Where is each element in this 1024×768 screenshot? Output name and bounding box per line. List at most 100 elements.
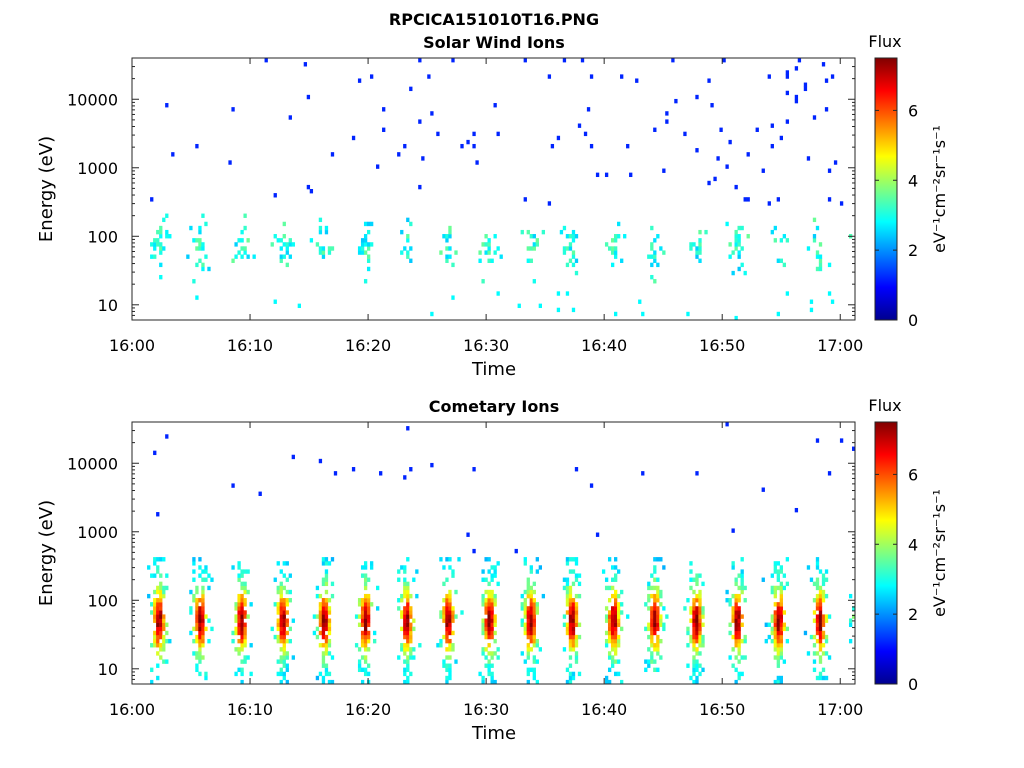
- heatmap-cell: [318, 618, 323, 623]
- heatmap-cell: [409, 258, 413, 263]
- heatmap-cell: [204, 626, 208, 632]
- heatmap-cell: [159, 242, 163, 247]
- heatmap-cell: [240, 647, 244, 652]
- heatmap-cell: [240, 229, 244, 235]
- heatmap-cell: [773, 679, 777, 685]
- heatmap-cell: [818, 242, 823, 247]
- heatmap-cell: [698, 250, 702, 255]
- heatmap-cell: [204, 254, 208, 259]
- heatmap-cell: [734, 606, 738, 611]
- heatmap-cell: [689, 577, 693, 582]
- heatmap-cell: [686, 311, 690, 317]
- heatmap-cell: [243, 589, 247, 595]
- heatmap-cell: [192, 651, 196, 656]
- heatmap-cell: [204, 577, 208, 582]
- heatmap-cell: [614, 671, 618, 677]
- heatmap-cell: [406, 675, 410, 681]
- heatmap-cell: [403, 610, 407, 615]
- heatmap-cell: [656, 585, 660, 591]
- heatmap-cell: [650, 618, 654, 623]
- heatmap-cell: [201, 262, 205, 268]
- x-tick-label: 16:00: [109, 700, 155, 719]
- heatmap-cell: [526, 581, 530, 587]
- heatmap-cell: [610, 655, 615, 660]
- heatmap-cell: [357, 614, 362, 619]
- heatmap-cell: [604, 675, 609, 681]
- heatmap-cell: [156, 598, 160, 603]
- heatmap-cell: [409, 593, 413, 599]
- heatmap-cell: [192, 577, 196, 582]
- heatmap-cell: [403, 671, 407, 677]
- heatmap-cell: [412, 618, 416, 623]
- heatmap-cell: [366, 671, 371, 677]
- heatmap-cell: [695, 622, 699, 627]
- heatmap-cell: [291, 454, 295, 460]
- heatmap-cell: [571, 643, 576, 648]
- heatmap-cell: [252, 254, 256, 259]
- heatmap-cell: [369, 602, 374, 607]
- heatmap-cell: [523, 58, 527, 63]
- heatmap-cell: [815, 565, 820, 570]
- heatmap-cell: [532, 675, 536, 681]
- heatmap-cell: [662, 168, 666, 173]
- heatmap-cell: [234, 242, 238, 247]
- heatmap-cell: [526, 622, 530, 627]
- heatmap-cell: [514, 548, 518, 554]
- heatmap-cell: [568, 598, 573, 603]
- heatmap-cell: [737, 643, 741, 648]
- heatmap-cell: [445, 679, 449, 685]
- heatmap-cell: [737, 622, 741, 627]
- heatmap-cell: [824, 78, 829, 83]
- heatmap-cell: [827, 614, 832, 619]
- heatmap-cell: [421, 156, 425, 161]
- heatmap-cell: [595, 532, 600, 537]
- heatmap-cell: [656, 651, 660, 656]
- heatmap-cell: [321, 618, 326, 623]
- heatmap-cell: [571, 606, 576, 611]
- heatmap-cell: [812, 651, 817, 656]
- heatmap-cell: [282, 242, 286, 247]
- heatmap-cell: [526, 618, 530, 623]
- heatmap-cell: [403, 569, 407, 574]
- heatmap-cell: [279, 626, 283, 632]
- heatmap-cell: [764, 638, 768, 644]
- heatmap-cell: [321, 598, 326, 603]
- heatmap-cell: [243, 610, 247, 615]
- heatmap-cell: [653, 626, 657, 632]
- heatmap-cell: [538, 303, 542, 309]
- heatmap-cell: [562, 614, 567, 619]
- heatmap-cell: [318, 610, 323, 615]
- heatmap-cell: [695, 254, 699, 259]
- heatmap-cell: [240, 630, 244, 636]
- heatmap-cell: [234, 614, 238, 619]
- heatmap-cell: [318, 593, 323, 599]
- heatmap-cell: [445, 258, 449, 263]
- heatmap-cell: [201, 634, 205, 640]
- heatmap-cell: [568, 589, 573, 595]
- heatmap-cell: [779, 626, 783, 632]
- heatmap-cell: [487, 614, 491, 619]
- heatmap-cell: [156, 643, 160, 648]
- heatmap-cell: [445, 598, 449, 603]
- heatmap-cell: [824, 107, 829, 112]
- heatmap-cell: [397, 598, 401, 603]
- heatmap-cell: [773, 655, 777, 660]
- heatmap-cell: [324, 667, 329, 673]
- heatmap-cell: [409, 614, 413, 619]
- heatmap-cell: [162, 246, 166, 251]
- heatmap-cell: [330, 679, 335, 685]
- heatmap-cell: [321, 577, 326, 582]
- heatmap-cell: [481, 647, 485, 652]
- heatmap-cell: [351, 467, 356, 472]
- heatmap-cell: [617, 221, 621, 227]
- heatmap-cell: [237, 618, 241, 623]
- heatmap-cell: [153, 618, 157, 623]
- heatmap-cell: [779, 675, 783, 681]
- heatmap-cell: [162, 659, 166, 664]
- heatmap-cell: [698, 602, 702, 607]
- heatmap-cell: [237, 573, 241, 578]
- heatmap-cell: [571, 622, 576, 627]
- heatmap-cell: [529, 246, 533, 251]
- heatmap-cell: [366, 602, 371, 607]
- heatmap-cell: [568, 638, 573, 644]
